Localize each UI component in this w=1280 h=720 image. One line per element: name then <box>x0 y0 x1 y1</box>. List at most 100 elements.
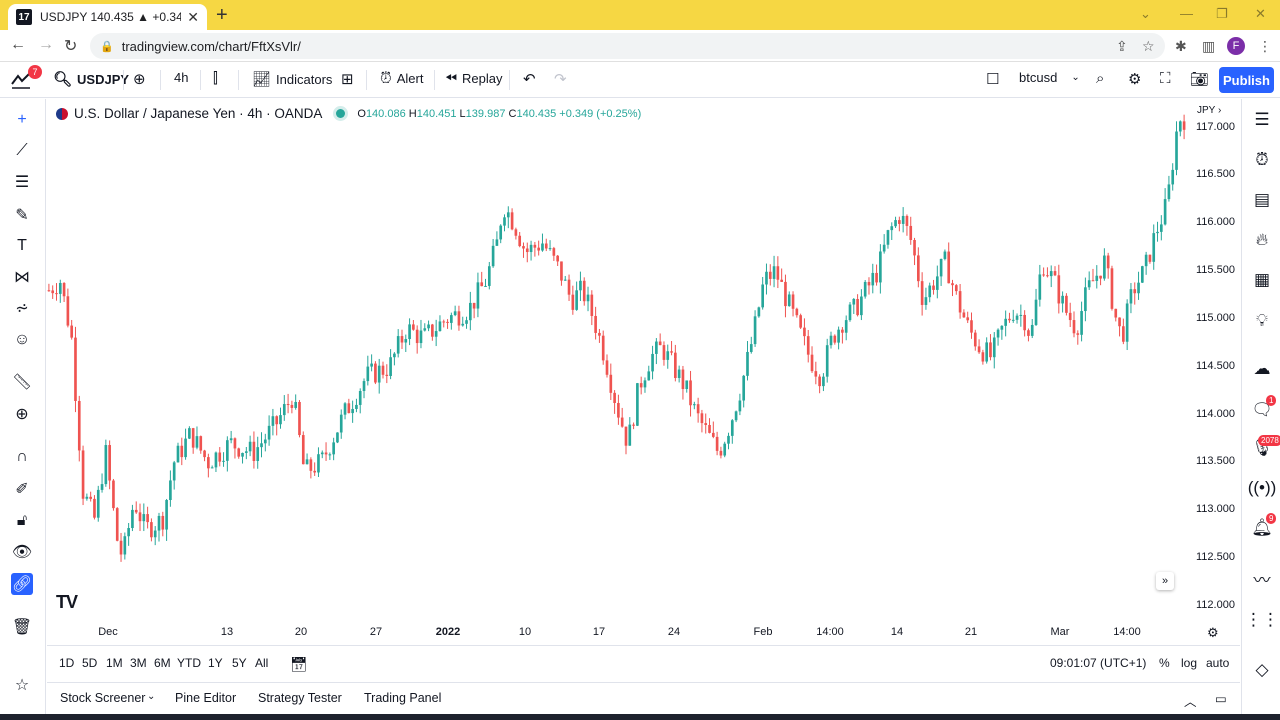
tab-pine-editor[interactable]: Pine Editor <box>175 691 237 705</box>
log-scale-toggle[interactable]: log <box>1181 656 1198 670</box>
candle-up <box>996 329 1000 338</box>
currency-unit-selector[interactable]: JPY › <box>1197 105 1222 116</box>
templates-button[interactable]: ⊞ <box>341 70 359 88</box>
price-tick-label: 116.500 <box>1196 168 1235 181</box>
replay-button[interactable]: ⏪︎ Replay <box>445 70 502 87</box>
range-button-1d[interactable]: 1D <box>59 656 75 670</box>
time-settings-icon[interactable]: ⚙ <box>1207 625 1219 640</box>
range-button-6m[interactable]: 6M <box>154 656 171 670</box>
collapse-panel-icon[interactable]: ︿ <box>1184 695 1197 709</box>
range-button-5d[interactable]: 5D <box>82 656 98 670</box>
profile-avatar[interactable]: F <box>1227 37 1245 55</box>
chart-type-button[interactable]: ⫿ <box>213 70 223 87</box>
sidepanel-icon[interactable]: ▥ <box>1202 38 1216 54</box>
candle-down <box>932 285 935 290</box>
close-tab-icon[interactable]: ✕ <box>187 8 199 25</box>
redo-button[interactable]: ↷ <box>554 70 572 88</box>
browser-tab[interactable]: 17 USDJPY 140.435 ▲ +0.34% btcusd ✕ <box>8 4 207 30</box>
close-window-icon[interactable]: ✕ <box>1255 6 1266 21</box>
fullscreen-button[interactable]: ⛶ <box>1160 70 1176 87</box>
browser-menu-icon[interactable]: ⋮ <box>1258 38 1272 54</box>
url-field[interactable]: 🔒 tradingview.com/chart/FftXsVlr/ <box>90 33 1165 59</box>
layout-toggle-button[interactable]: ☐ <box>986 70 1004 88</box>
alert-button[interactable]: ⏰︎ Alert <box>380 70 423 87</box>
zoom-in-icon[interactable]: ⊕ <box>15 406 29 423</box>
settings-button[interactable]: ⚙ <box>1128 70 1146 88</box>
candle-down <box>560 261 563 281</box>
crosshair-icon[interactable]: + <box>17 111 27 128</box>
maximize-panel-icon[interactable]: ▭ <box>1215 692 1227 706</box>
tab-search-icon[interactable]: ⌄ <box>1140 6 1151 21</box>
object-tree-icon[interactable]: ⋮⋮ <box>1245 610 1279 629</box>
lock-icon[interactable]: 🔒 <box>100 40 114 53</box>
percent-scale-toggle[interactable]: % <box>1159 656 1170 670</box>
quick-search-button[interactable]: ⌕ <box>1096 70 1109 87</box>
ideas-lightbulb-icon[interactable]: 💡︎ <box>1256 311 1268 330</box>
text-icon[interactable]: T <box>17 237 27 254</box>
chevron-down-icon[interactable]: ⌄ <box>147 691 156 702</box>
scroll-to-realtime-button[interactable]: » <box>1156 572 1174 590</box>
chats-cloud-icon[interactable]: ☁ <box>1253 359 1271 378</box>
watchlist-icon[interactable]: ☰ <box>1254 110 1270 129</box>
forward-icon[interactable]: → <box>38 36 54 53</box>
lock-drawings-icon[interactable]: 🔓︎ <box>16 512 28 529</box>
reload-icon[interactable]: ↻ <box>64 38 78 55</box>
candle-up <box>1030 324 1034 336</box>
symbol-title[interactable]: U.S. Dollar / Japanese Yen · 4h · OANDA <box>74 106 323 121</box>
tradingview-logo-menu[interactable] <box>10 70 34 90</box>
range-button-1m[interactable]: 1M <box>106 656 123 670</box>
broadcast-icon[interactable]: ((•)) <box>1247 478 1277 497</box>
share-icon[interactable]: ⇪ <box>1116 38 1128 54</box>
sync-drawings-icon[interactable]: 🔗︎ <box>11 573 33 595</box>
prediction-icon[interactable]: ⩫ <box>15 300 29 317</box>
interval-button[interactable]: 4h <box>174 70 188 85</box>
candle-down <box>594 315 597 333</box>
publish-button[interactable]: Publish <box>1219 67 1274 93</box>
new-tab-icon[interactable]: + <box>216 4 228 26</box>
trash-icon[interactable]: 🗑︎ <box>11 619 33 636</box>
favorites-star-icon[interactable]: ☆ <box>14 677 30 694</box>
layers-icon[interactable]: ◇ <box>1255 660 1269 679</box>
auto-scale-toggle[interactable]: auto <box>1206 656 1230 670</box>
symbol-search-button[interactable]: 🔍︎ USDJPY <box>53 70 129 88</box>
candle-down <box>1008 318 1011 321</box>
range-button-1y[interactable]: 1Y <box>208 656 223 670</box>
range-button-all[interactable]: All <box>255 656 269 670</box>
back-icon[interactable]: ← <box>10 36 26 53</box>
fib-retracement-icon[interactable]: ☰ <box>14 174 30 191</box>
candle-up <box>1087 280 1091 288</box>
calendar-icon[interactable]: ▦ <box>1253 270 1271 289</box>
trendline-icon[interactable]: ⟋ <box>16 142 28 159</box>
indicators-button[interactable]: 📈︎ Indicators <box>252 70 332 88</box>
ruler-icon[interactable]: 📏︎ <box>11 374 33 391</box>
minimize-icon[interactable]: — <box>1180 6 1193 21</box>
maximize-icon[interactable]: ❐ <box>1216 6 1228 21</box>
candlestick-chart[interactable] <box>47 99 1192 644</box>
compare-symbol-button[interactable]: ⊕ <box>133 70 151 88</box>
tab-trading-panel[interactable]: Trading Panel <box>364 691 442 705</box>
bookmark-star-icon[interactable]: ☆ <box>1142 38 1155 54</box>
hotlists-icon[interactable]: 🔥︎ <box>1255 230 1269 249</box>
layout-name-button[interactable]: btcusd ⌄ <box>1019 70 1080 85</box>
alerts-clock-icon[interactable]: ⏰︎ <box>1255 150 1269 169</box>
candle-up <box>366 366 370 382</box>
extensions-puzzle-icon[interactable]: ✱ <box>1175 38 1187 54</box>
clock-timezone[interactable]: 09:01:07 (UTC+1) <box>1050 656 1147 670</box>
emoji-icon[interactable]: ☺ <box>13 331 31 348</box>
hide-drawings-icon[interactable]: 👁︎ <box>11 544 33 561</box>
date-range-calendar-icon[interactable]: 📅︎ <box>290 656 308 672</box>
range-button-3m[interactable]: 3M <box>130 656 147 670</box>
ohlc-values: O140.086 H140.451 L139.987 C140.435 +0.3… <box>357 108 641 120</box>
range-button-ytd[interactable]: YTD <box>177 656 201 670</box>
data-window-icon[interactable]: ▤ <box>1253 190 1271 209</box>
brush-icon[interactable]: ✎ <box>15 207 29 224</box>
pattern-icon[interactable]: ⋈ <box>14 269 30 286</box>
undo-button[interactable]: ↶ <box>523 70 541 88</box>
trading-icon[interactable]: 〰 <box>1253 570 1271 590</box>
range-button-5y[interactable]: 5Y <box>232 656 247 670</box>
magnet-icon[interactable]: ∩ <box>16 448 28 465</box>
snapshot-button[interactable]: 📷︎ <box>1190 70 1214 88</box>
tab-strategy-tester[interactable]: Strategy Tester <box>258 691 342 705</box>
tab-stock-screener[interactable]: Stock Screener <box>60 691 146 705</box>
stay-in-drawing-icon[interactable]: ✐ <box>15 481 29 498</box>
